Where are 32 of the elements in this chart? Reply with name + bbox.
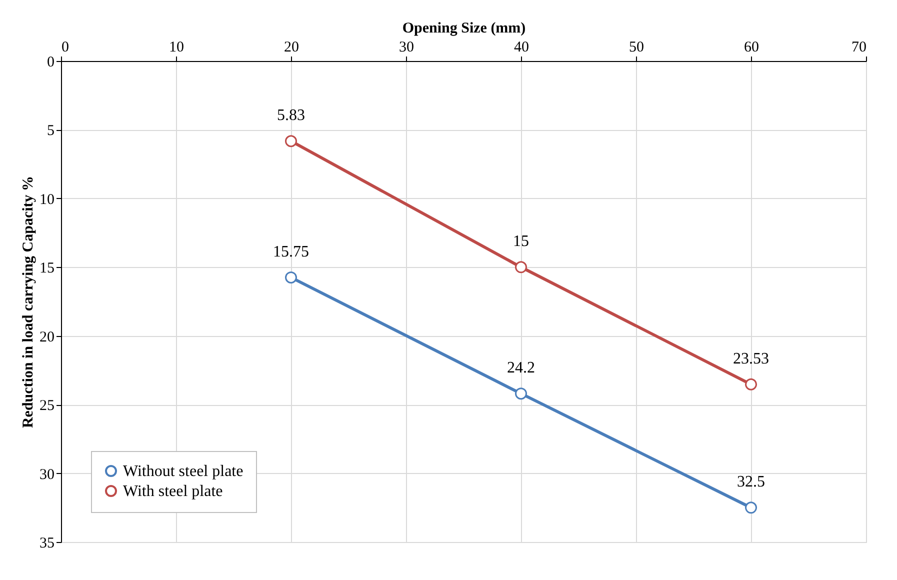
y-tick-label: 35 [40, 536, 54, 552]
y-tick-label: 5 [47, 123, 54, 140]
x-tick-label: 60 [744, 40, 759, 56]
y-tick-label: 30 [40, 466, 54, 483]
x-tick-label: 70 [852, 40, 866, 56]
point [745, 502, 757, 514]
y-axis-title: Reduction in load carrying Capacity % [20, 176, 36, 428]
point [745, 378, 757, 390]
y-tick-label: 15 [40, 260, 54, 277]
point [515, 388, 527, 400]
point [285, 271, 297, 284]
data-label: 15 [513, 233, 529, 250]
y-tick-label: 10 [40, 192, 54, 208]
data-label: 24.2 [507, 360, 535, 377]
y-tick-label: 20 [40, 329, 54, 346]
data-label: 5.83 [277, 107, 305, 124]
x-tick-label: 30 [399, 40, 414, 56]
point [515, 261, 527, 274]
x-tick-label: 50 [629, 40, 644, 56]
x-axis-title: Opening Size (mm) [402, 20, 526, 36]
y-tick-label: 25 [40, 398, 54, 414]
legend-label: Without steel plate [123, 463, 244, 480]
x-tick-label: 40 [514, 40, 529, 56]
data-label: 15.75 [273, 243, 309, 260]
legend-label: With steel plate [123, 483, 223, 500]
x-tick-label: 20 [284, 40, 299, 56]
x-tick-label: 0 [62, 40, 69, 56]
x-tick-label: 10 [169, 40, 184, 56]
y-tick-label: 0 [47, 54, 54, 70]
data-label: 23.53 [733, 350, 769, 368]
data-label: 32.5 [737, 474, 765, 491]
point [285, 135, 297, 148]
